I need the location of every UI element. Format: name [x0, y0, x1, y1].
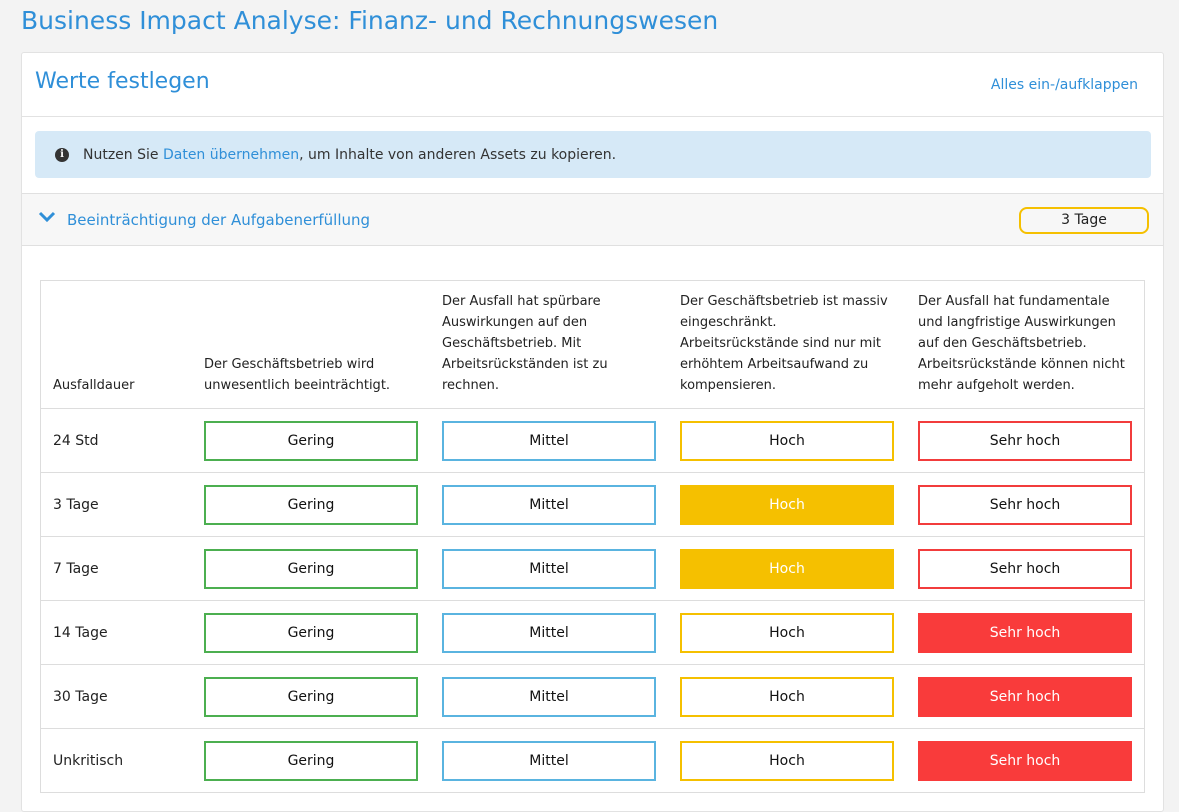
table-row: 30 Tage Gering Mittel Hoch Sehr hoch: [40, 664, 1145, 729]
rating-button-h[interactable]: Hoch: [680, 740, 894, 781]
values-card: Werte festlegen Alles ein-/aufklappen i …: [21, 52, 1164, 812]
rating-button-h[interactable]: Hoch: [680, 420, 894, 461]
table-row: Unkritisch Gering Mittel Hoch Sehr hoch: [40, 728, 1145, 793]
info-icon: i: [55, 147, 69, 162]
rating-button-g[interactable]: Gering: [204, 676, 418, 717]
column-header: Der Ausfall hat spürbare Auswirkungen au…: [442, 294, 608, 393]
rating-button-s[interactable]: Sehr hoch: [918, 676, 1132, 717]
table-row: 3 Tage Gering Mittel Hoch Sehr hoch: [40, 472, 1145, 537]
rating-button-h[interactable]: Hoch: [680, 676, 894, 717]
rating-button-s[interactable]: Sehr hoch: [918, 420, 1132, 461]
column-header: Der Geschäftsbetrieb wird unwesentlich b…: [204, 357, 391, 393]
duration-label: 24 Std: [40, 408, 192, 473]
chevron-down-icon[interactable]: [38, 208, 56, 226]
duration-label: 3 Tage: [40, 472, 192, 537]
info-banner: i Nutzen Sie Daten übernehmen, um Inhalt…: [35, 131, 1151, 178]
rating-button-h[interactable]: Hoch: [680, 484, 894, 525]
rating-button-m[interactable]: Mittel: [442, 612, 656, 653]
card-title: Werte festlegen: [35, 69, 210, 94]
duration-label: Unkritisch: [40, 728, 192, 793]
duration-label: 7 Tage: [40, 536, 192, 601]
page-title: Business Impact Analyse: Finanz- und Rec…: [21, 6, 719, 35]
rating-button-m[interactable]: Mittel: [442, 548, 656, 589]
rating-button-h[interactable]: Hoch: [680, 612, 894, 653]
rating-button-m[interactable]: Mittel: [442, 676, 656, 717]
rating-button-m[interactable]: Mittel: [442, 484, 656, 525]
column-header: Der Geschäftsbetrieb ist massiv eingesch…: [680, 294, 888, 393]
rating-button-s[interactable]: Sehr hoch: [918, 612, 1132, 653]
rating-button-g[interactable]: Gering: [204, 420, 418, 461]
duration-label: 14 Tage: [40, 600, 192, 665]
info-suffix: , um Inhalte von anderen Assets zu kopie…: [299, 146, 617, 163]
rating-button-h[interactable]: Hoch: [680, 548, 894, 589]
rating-button-m[interactable]: Mittel: [442, 740, 656, 781]
section-title[interactable]: Beeinträchtigung der Aufgabenerfüllung: [67, 211, 371, 229]
column-header: Ausfalldauer: [53, 378, 135, 393]
rating-button-g[interactable]: Gering: [204, 740, 418, 781]
rating-button-s[interactable]: Sehr hoch: [918, 484, 1132, 525]
result-badge: 3 Tage: [1019, 207, 1149, 234]
table-row: 7 Tage Gering Mittel Hoch Sehr hoch: [40, 536, 1145, 601]
table-row: 14 Tage Gering Mittel Hoch Sehr hoch: [40, 600, 1145, 665]
copy-data-link[interactable]: Daten übernehmen: [162, 146, 300, 163]
rating-button-s[interactable]: Sehr hoch: [918, 548, 1132, 589]
rating-button-m[interactable]: Mittel: [442, 420, 656, 461]
section-header[interactable]: Beeinträchtigung der Aufgabenerfüllung 3…: [22, 193, 1163, 246]
impact-table: Ausfalldauer Der Geschäftsbetrieb wird u…: [40, 280, 1145, 793]
expand-collapse-all-link[interactable]: Alles ein-/aufklappen: [990, 77, 1138, 93]
rating-button-g[interactable]: Gering: [204, 484, 418, 525]
duration-label: 30 Tage: [40, 664, 192, 729]
column-header: Der Ausfall hat fundamentale und langfri…: [918, 294, 1125, 393]
rating-button-s[interactable]: Sehr hoch: [918, 740, 1132, 781]
rating-button-g[interactable]: Gering: [204, 612, 418, 653]
info-prefix: Nutzen Sie: [83, 146, 159, 163]
rating-button-g[interactable]: Gering: [204, 548, 418, 589]
table-row: 24 Std Gering Mittel Hoch Sehr hoch: [40, 408, 1145, 473]
